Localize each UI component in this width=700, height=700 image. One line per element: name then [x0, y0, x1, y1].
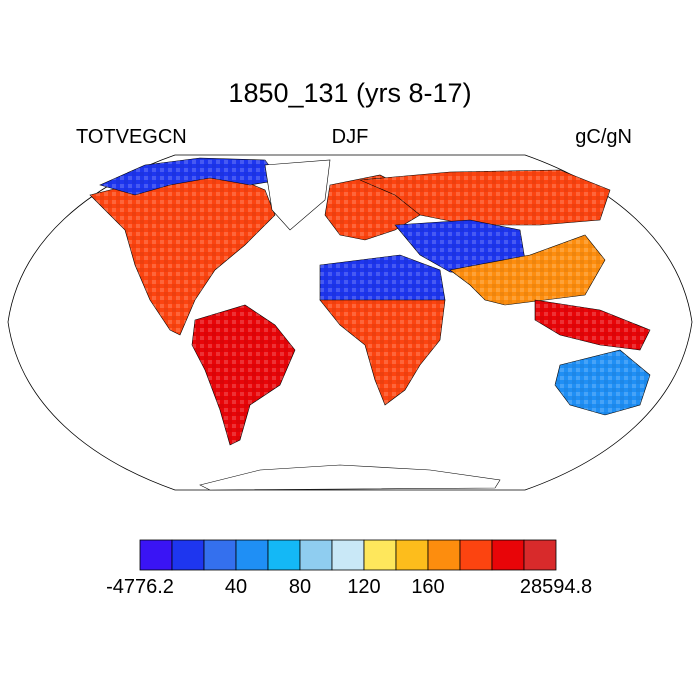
- region-greenland: [264, 159, 331, 231]
- colorbar-box: [331, 539, 365, 571]
- colorbar-tick-label: 80: [288, 576, 312, 598]
- colorbar-tick-label: 120: [347, 576, 381, 598]
- colorbar-box: [363, 539, 397, 571]
- colorbar-box: [171, 539, 205, 571]
- colorbar-box: [267, 539, 301, 571]
- season-label: DJF: [331, 126, 369, 148]
- colorbar-box: [203, 539, 237, 571]
- region-texture-australia: [555, 350, 650, 415]
- colorbar-box: [139, 539, 173, 571]
- colorbar-box: [459, 539, 493, 571]
- colorbar-box: [427, 539, 461, 571]
- colorbar-tick-label: 40: [224, 576, 248, 598]
- region-texture-russia: [360, 170, 610, 225]
- colorbar-box: [299, 539, 333, 571]
- colorbar-box: [235, 539, 269, 571]
- variable-label: TOTVEGCN: [76, 126, 187, 148]
- region-texture-canada-arctic: [100, 158, 280, 195]
- colorbar-box: [491, 539, 525, 571]
- colorbar-tick-label: 160: [411, 576, 445, 598]
- region-texture-india-china: [450, 235, 605, 305]
- region-antarctica: [199, 464, 501, 491]
- region-texture-central-asia: [395, 220, 525, 275]
- region-texture-south-america: [192, 305, 295, 445]
- region-texture-africa-south: [320, 300, 445, 405]
- units-label: gC/gN: [575, 126, 632, 148]
- colorbar-tick-label: 28594.8: [519, 576, 593, 598]
- colorbar-box: [395, 539, 429, 571]
- map-title: 1850_131 (yrs 8-17): [228, 78, 472, 108]
- colorbar-box: [523, 539, 557, 571]
- region-texture-sahara: [320, 255, 445, 305]
- colorbar-tick-label: -4776.2: [106, 576, 174, 598]
- region-texture-north-america: [90, 175, 275, 335]
- region-texture-southeast-asia: [535, 300, 650, 350]
